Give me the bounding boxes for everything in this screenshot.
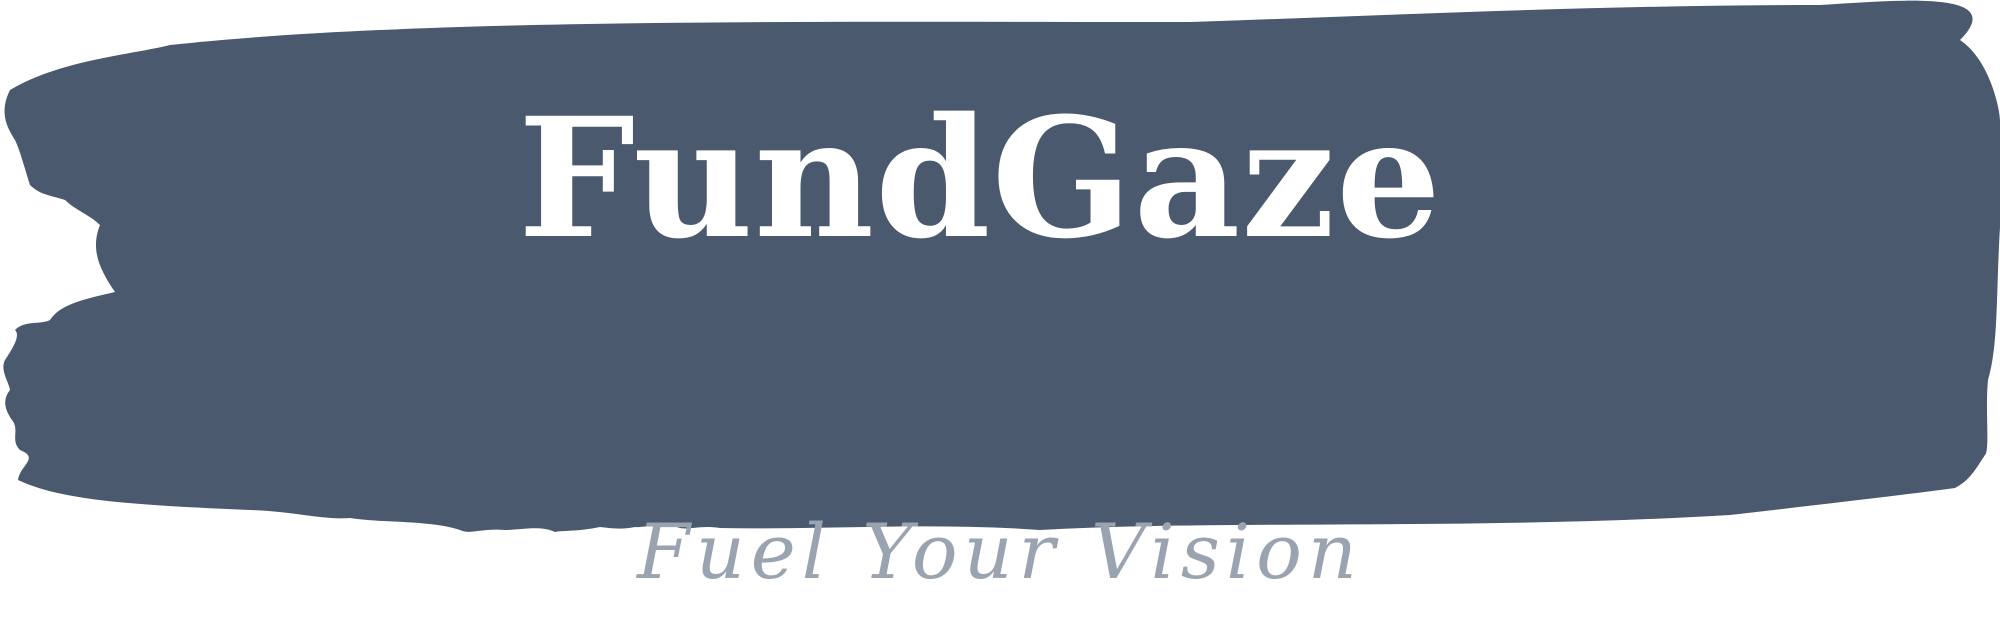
tagline: Fuel Your Vision (637, 507, 1363, 596)
brand-name: FundGaze (517, 81, 1443, 275)
